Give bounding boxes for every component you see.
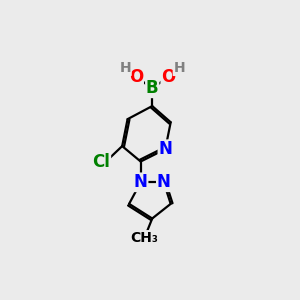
Text: N: N	[157, 173, 171, 191]
Text: N: N	[158, 140, 172, 158]
Text: H: H	[173, 61, 185, 75]
Text: Cl: Cl	[92, 152, 110, 170]
Text: O: O	[161, 68, 176, 86]
Text: O: O	[129, 68, 143, 86]
Text: H: H	[119, 61, 131, 75]
Text: B: B	[146, 80, 158, 98]
Text: N: N	[134, 173, 148, 191]
Text: CH₃: CH₃	[130, 231, 158, 245]
